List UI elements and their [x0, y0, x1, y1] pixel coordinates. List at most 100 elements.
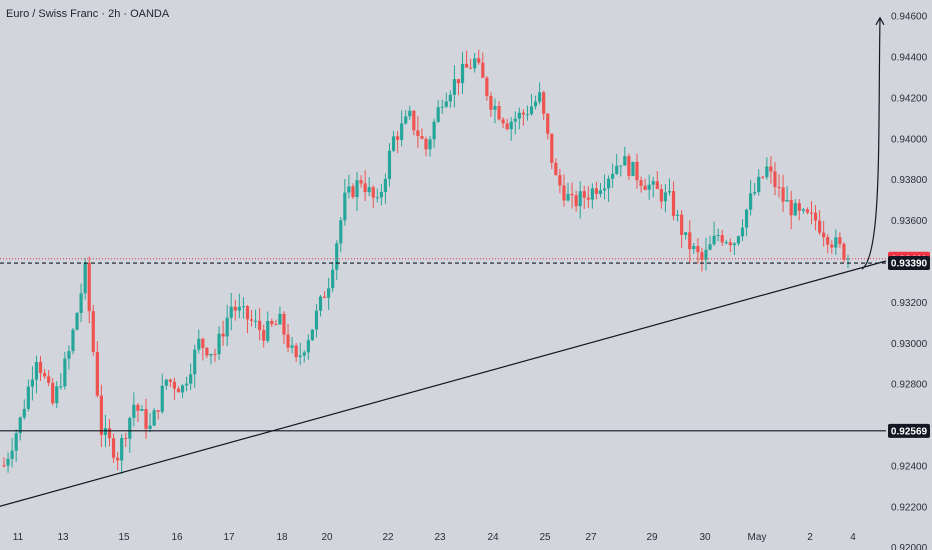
- y-tick-label: 0.92800: [891, 380, 928, 391]
- candle-up: [704, 249, 708, 260]
- candle-down: [805, 209, 810, 213]
- candle-up: [375, 197, 379, 199]
- candle-down: [371, 187, 375, 198]
- candle-up: [716, 234, 720, 236]
- candle-up: [10, 450, 14, 459]
- candle-down: [521, 112, 525, 115]
- candle-up: [590, 188, 594, 200]
- x-tick-label: 18: [276, 532, 288, 543]
- candle-up: [732, 243, 736, 246]
- candle-down: [769, 166, 773, 172]
- candle-down: [395, 136, 400, 140]
- candle-up: [327, 288, 331, 298]
- candle-up: [753, 191, 757, 194]
- x-tick-label: 4: [850, 532, 856, 543]
- candle-up: [237, 306, 241, 311]
- candle-up: [160, 385, 164, 412]
- candle-down: [582, 191, 586, 198]
- candle-down: [282, 313, 286, 335]
- ascending-trendline[interactable]: [0, 260, 887, 507]
- candle-up: [432, 121, 436, 140]
- candle-up: [566, 193, 570, 201]
- candle-down: [51, 382, 55, 404]
- candle-up: [744, 209, 749, 228]
- candle-down: [485, 77, 489, 97]
- candle-down: [270, 320, 274, 325]
- candle-down: [720, 234, 724, 243]
- candle-down: [728, 242, 732, 246]
- candle-up: [290, 345, 294, 348]
- candle-up: [785, 199, 789, 202]
- candle-down: [501, 119, 505, 124]
- candle-up: [444, 101, 448, 107]
- candle-down: [838, 237, 842, 244]
- candle-down: [144, 409, 148, 429]
- candle-down: [363, 183, 367, 193]
- candle-down: [245, 306, 250, 320]
- candle-down: [817, 220, 822, 233]
- y-tick-label: 0.92400: [891, 461, 928, 472]
- candle-down: [477, 58, 481, 63]
- candle-down: [205, 347, 209, 356]
- candle-up: [404, 116, 408, 124]
- y-tick-label: 0.93800: [891, 175, 928, 186]
- y-tick-label: 0.93600: [891, 216, 928, 227]
- candle-down: [639, 180, 643, 186]
- x-tick-label: 22: [382, 532, 394, 543]
- y-tick-label: 0.92000: [891, 543, 928, 550]
- candle-up: [708, 244, 712, 250]
- candle-up: [30, 379, 35, 387]
- candle-up: [517, 112, 521, 119]
- candle-up: [692, 245, 696, 250]
- candle-down: [570, 193, 574, 196]
- y-tick-label: 0.93000: [891, 339, 928, 350]
- candle-up: [229, 306, 233, 318]
- time-axis[interactable]: 11 13 15 16 17 18 20 22 23 24 25 27 29 30 May 2 4: [13, 532, 856, 543]
- candle-up: [712, 235, 716, 245]
- arrow-head-icon: [875, 16, 885, 26]
- candle-up: [460, 63, 465, 84]
- candle-up: [724, 242, 728, 244]
- candle-up: [83, 262, 87, 294]
- candle-up: [331, 269, 335, 289]
- candle-up: [619, 165, 623, 167]
- candle-up: [217, 333, 221, 355]
- candle-down: [659, 188, 663, 202]
- candle-up: [740, 227, 745, 237]
- candle-down: [469, 67, 473, 69]
- candle-down: [813, 212, 818, 221]
- candle-up: [253, 320, 258, 322]
- candle-up: [132, 404, 136, 418]
- candle-down: [789, 199, 793, 216]
- candle-down: [464, 63, 469, 68]
- candle-down: [107, 428, 112, 439]
- candle-up: [525, 114, 530, 116]
- candle-down: [38, 361, 43, 373]
- candle-up: [164, 379, 168, 386]
- candle-up: [684, 232, 688, 235]
- candle-up: [298, 355, 302, 358]
- candle-up: [606, 178, 611, 189]
- candle-up: [428, 139, 432, 150]
- candle-down: [351, 186, 355, 198]
- x-tick-label: 20: [321, 532, 333, 543]
- candle-down: [842, 243, 846, 260]
- candle-down: [221, 333, 225, 337]
- candle-down: [416, 130, 420, 137]
- candle-down: [777, 187, 781, 189]
- candle-up: [71, 329, 75, 352]
- x-tick-label: 15: [118, 532, 130, 543]
- candle-up: [355, 180, 359, 198]
- candle-up: [152, 410, 156, 426]
- candle-down: [761, 176, 765, 178]
- price-axis[interactable]: 0.94600 0.94400 0.94200 0.94000 0.93800 0.936…: [891, 12, 928, 550]
- candle-up: [529, 106, 534, 115]
- candle-down: [456, 79, 461, 84]
- x-tick-label: 16: [171, 532, 183, 543]
- candle-down: [201, 338, 205, 348]
- candle-down: [124, 438, 128, 440]
- candle-up: [400, 123, 404, 140]
- candle-down: [594, 188, 599, 194]
